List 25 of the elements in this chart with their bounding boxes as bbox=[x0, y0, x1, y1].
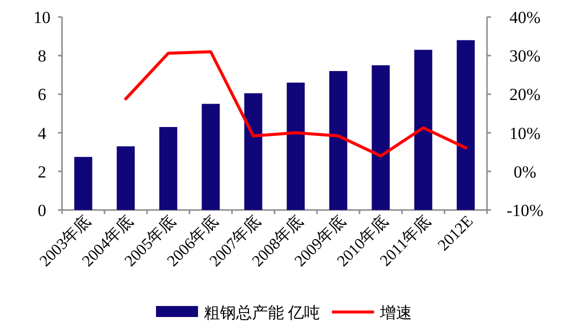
y-tick-label: 0 bbox=[38, 201, 46, 220]
y-tick-label: 8 bbox=[38, 46, 46, 66]
bar bbox=[74, 156, 92, 210]
legend-label: 粗钢总产能 亿吨 bbox=[204, 304, 320, 322]
y2-tick-label: 10% bbox=[509, 124, 541, 143]
legend-label: 增速 bbox=[379, 304, 412, 322]
bar bbox=[286, 82, 305, 210]
bar bbox=[116, 146, 135, 210]
line-series bbox=[124, 50, 468, 158]
y2-tick-label: 0% bbox=[514, 162, 536, 182]
bar bbox=[372, 65, 390, 210]
y2-tick-label: -10% bbox=[506, 201, 544, 220]
y-tick-label: 2 bbox=[38, 162, 46, 182]
y-tick-label: 6 bbox=[38, 85, 46, 104]
y2-tick-label: 40% bbox=[509, 8, 541, 27]
bar bbox=[414, 50, 432, 210]
bar bbox=[202, 104, 220, 210]
bar bbox=[329, 71, 348, 210]
bar bbox=[159, 127, 178, 210]
y2-tick-label: 20% bbox=[509, 85, 541, 104]
y2-tick-label: 30% bbox=[509, 46, 541, 66]
bar bbox=[244, 93, 262, 210]
y-tick-label: 4 bbox=[38, 124, 47, 143]
y-tick-label: 10 bbox=[34, 8, 50, 27]
bar bbox=[456, 40, 475, 210]
